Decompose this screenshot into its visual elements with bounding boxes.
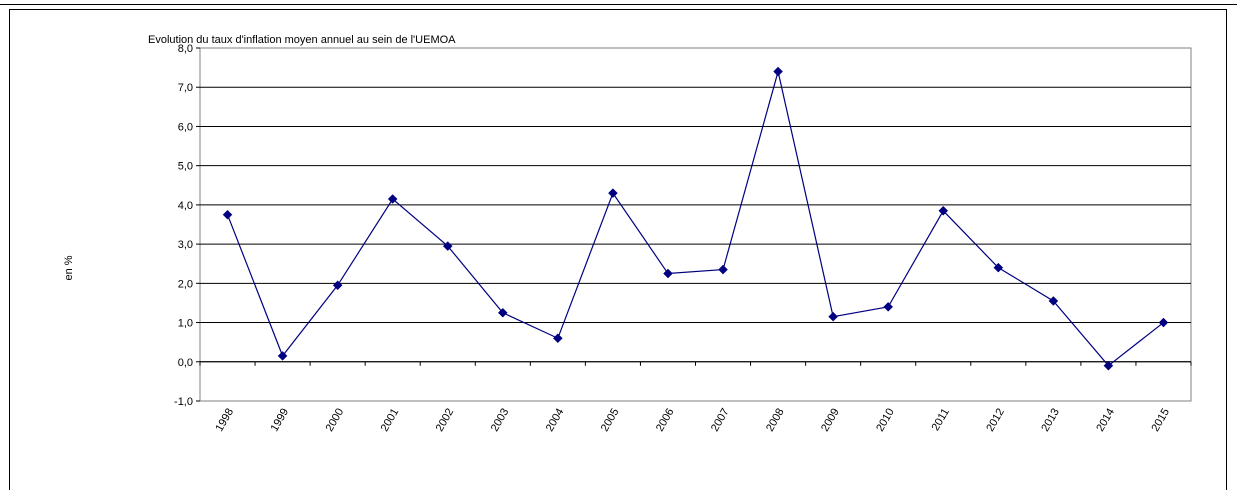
x-tick-label: 2011 <box>930 407 952 433</box>
y-tick-label: 3,0 <box>178 239 193 251</box>
data-point <box>1103 360 1114 371</box>
data-point <box>553 333 563 344</box>
x-tick-label: 2010 <box>874 407 897 434</box>
data-point <box>718 264 728 275</box>
y-tick-label: -1,0 <box>174 396 193 408</box>
series-line <box>226 71 1164 367</box>
data-point <box>883 302 894 312</box>
page-top-rule <box>0 4 1237 5</box>
chart-frame: Evolution du taux d'inflation moyen annu… <box>9 9 1227 490</box>
data-point <box>608 188 618 198</box>
y-tick-label: 4,0 <box>178 200 193 212</box>
y-tick-label: 5,0 <box>178 161 193 173</box>
x-tick-label: 2004 <box>544 407 567 434</box>
data-point <box>938 205 949 216</box>
x-tick-label: 2014 <box>1094 407 1117 434</box>
x-tick-label: 2000 <box>324 407 347 434</box>
y-tick-label: 1,0 <box>178 318 193 330</box>
data-point <box>828 311 838 322</box>
x-tick-label: 2008 <box>764 407 787 434</box>
x-tick-label: 1999 <box>269 407 292 434</box>
data-point <box>497 307 508 318</box>
plot-area: -1,0 0,0 1,0 2,0 3,0 4,0 5,0 6,0 7,0 8,0 1998 1999 2… <box>174 43 1192 434</box>
x-tick-label: 2009 <box>819 407 842 434</box>
x-tick-label: 2013 <box>1039 407 1062 434</box>
data-point <box>277 351 288 361</box>
plot-border <box>199 47 1192 402</box>
x-tick-label: 2005 <box>599 407 622 434</box>
x-tick-label: 1998 <box>213 407 236 434</box>
x-tick-label: 2007 <box>709 407 732 434</box>
y-axis-label: en % <box>63 255 75 280</box>
data-point <box>773 66 783 77</box>
data-point <box>1158 317 1169 328</box>
chart-title: Evolution du taux d'inflation moyen annu… <box>148 34 456 46</box>
y-tick-label: 8,0 <box>178 43 193 55</box>
x-tick-label: 2015 <box>1149 407 1172 434</box>
x-tick-label: 2002 <box>434 407 457 434</box>
x-tick-label: 2003 <box>489 407 512 434</box>
data-point <box>663 268 673 279</box>
data-point <box>1048 296 1059 306</box>
line-chart: Evolution du taux d'inflation moyen annu… <box>63 34 1192 434</box>
x-tick-label: 2001 <box>379 407 402 434</box>
x-tick-label: 2012 <box>984 407 1007 434</box>
data-point <box>442 241 453 251</box>
y-tick-label: 6,0 <box>178 121 193 133</box>
data-point <box>332 280 343 291</box>
y-tick-label: 2,0 <box>178 278 193 290</box>
data-point <box>387 194 398 204</box>
data-point <box>222 209 233 220</box>
x-tick-label: 2006 <box>654 407 677 434</box>
y-tick-label: 0,0 <box>178 357 193 369</box>
y-tick-label: 7,0 <box>178 82 193 94</box>
data-point <box>993 262 1004 273</box>
